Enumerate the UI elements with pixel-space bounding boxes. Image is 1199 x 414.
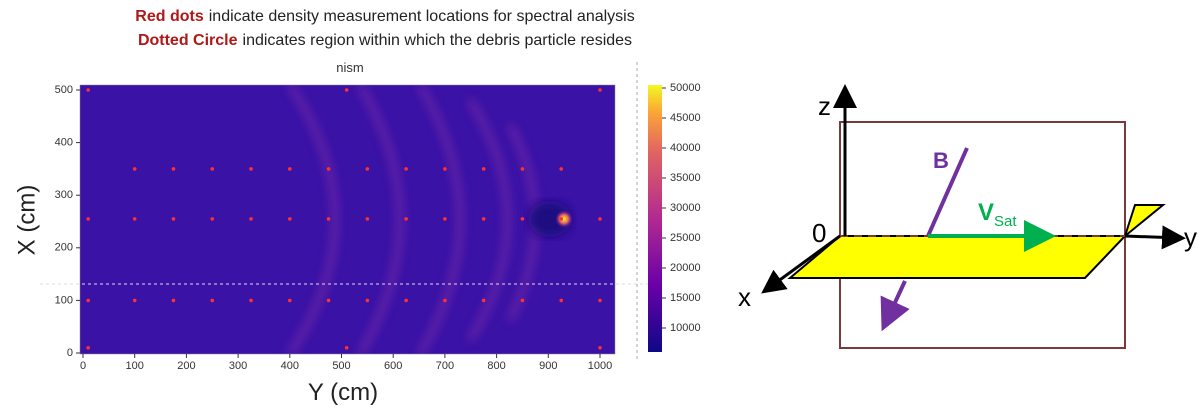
x-tick-label: 700: [436, 360, 454, 372]
colorbar-tick-label: 10000: [670, 322, 701, 334]
measurement-dot: [598, 345, 602, 350]
annotation-text: indicates region within which the debris…: [242, 32, 633, 49]
heatmap: [80, 85, 615, 354]
measurement-dot: [559, 298, 564, 303]
measurement-dot: [86, 345, 90, 350]
colorbar-tick-label: 50000: [670, 82, 701, 94]
annotation-highlight: Red dots: [135, 8, 204, 25]
measurement-dot: [559, 217, 564, 221]
measurement-dot: [481, 298, 486, 303]
diagram: z y x 0 B VSat: [738, 84, 1197, 349]
x-tick-label: 400: [281, 360, 299, 372]
measurement-dot: [365, 298, 370, 303]
axis-label: y: [1184, 222, 1197, 252]
annotation-text: indicate density measurement locations f…: [208, 8, 635, 25]
measurement-dot: [404, 298, 408, 303]
measurement-dot: [132, 298, 137, 303]
origin-label: 0: [812, 218, 826, 248]
y-tick-label: 300: [55, 189, 73, 201]
measurement-dot: [86, 88, 90, 92]
x-tick-label: 100: [126, 360, 144, 372]
velocity-subscript: Sat: [994, 213, 1017, 230]
x-tick-label: 800: [487, 360, 505, 372]
measurement-dot: [598, 298, 602, 303]
x-tick-label: 900: [539, 360, 557, 372]
measurement-dot: [443, 217, 447, 221]
measurement-dot: [249, 298, 253, 303]
measurement-dot: [132, 217, 137, 221]
measurement-dot: [481, 167, 486, 171]
colorbar-tick-label: 15000: [670, 292, 701, 304]
measurement-dot: [288, 167, 292, 171]
measurement-dot: [249, 167, 253, 171]
measurement-dots: [86, 88, 602, 350]
x-tick-label: 0: [80, 360, 86, 372]
x-tick-label: 200: [177, 360, 195, 372]
measurement-dot: [365, 217, 370, 221]
colorbar: [648, 85, 662, 352]
y-tick-label: 0: [67, 347, 73, 359]
y-tick-label: 200: [55, 242, 73, 254]
measurement-dot: [404, 167, 408, 171]
measurement-dot: [86, 298, 90, 303]
velocity-symbol: V: [978, 199, 994, 226]
measurement-dot: [171, 167, 176, 171]
x-tick-label: 600: [384, 360, 402, 372]
measurement-dot: [344, 88, 349, 92]
annotation-highlight: Dotted Circle: [137, 32, 238, 49]
axis-label: z: [818, 91, 831, 121]
measurement-dot: [443, 298, 447, 303]
colorbar-tick-label: 40000: [670, 142, 701, 154]
colorbar-tick-label: 35000: [670, 172, 701, 184]
colorbar-tick-label: 45000: [670, 112, 701, 124]
x-axis-label: Y (cm): [308, 379, 378, 406]
y-tick-label: 100: [55, 294, 73, 306]
measurement-dot: [326, 217, 331, 221]
annotation: Red dots indicate density measurement loc…: [0, 8, 770, 26]
plot-title: nism: [336, 60, 363, 75]
x-tick-label: 500: [332, 360, 350, 372]
measurement-dot: [249, 217, 253, 221]
measurement-dot: [520, 298, 525, 303]
x-tick-label: 300: [229, 360, 247, 372]
y-tick-label: 500: [55, 84, 73, 96]
annotation: Dotted Circle indicates region within whi…: [0, 32, 770, 50]
measurement-dot: [210, 217, 215, 221]
measurement-dot: [443, 167, 447, 171]
y-axis-label: X (cm): [13, 185, 40, 256]
colorbar-tick-label: 30000: [670, 202, 701, 214]
colorbar-tick-label: 25000: [670, 232, 701, 244]
measurement-dot: [171, 298, 176, 303]
measurement-dot: [481, 217, 486, 221]
field-label: B: [933, 148, 949, 173]
measurement-dot: [520, 217, 525, 221]
measurement-dot: [210, 298, 215, 303]
measurement-dot: [365, 167, 370, 171]
y-tick-label: 400: [55, 137, 73, 149]
measurement-dot: [598, 88, 602, 92]
measurement-dot: [559, 167, 564, 171]
measurement-dot: [86, 217, 90, 221]
measurement-dot: [520, 167, 525, 171]
axis-label: x: [738, 282, 751, 312]
measurement-dot: [171, 217, 176, 221]
measurement-dot: [132, 167, 137, 171]
measurement-dot: [344, 345, 349, 350]
measurement-dot: [288, 217, 292, 221]
measurement-dot: [326, 167, 331, 171]
x-tick-label: 1000: [588, 360, 612, 372]
measurement-dot: [326, 298, 331, 303]
measurement-dot: [404, 217, 408, 221]
velocity-label: VSat: [978, 199, 1017, 230]
measurement-dot: [288, 298, 292, 303]
measurement-dot: [210, 167, 215, 171]
measurement-dot: [598, 217, 602, 221]
colorbar-tick-label: 20000: [670, 262, 701, 274]
